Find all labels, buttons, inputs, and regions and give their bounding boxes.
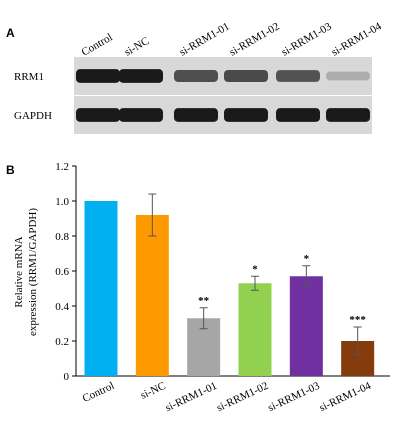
x-tick-label: si-RRM1-04 [317,380,373,415]
blot-band [224,69,268,83]
bar [135,215,169,376]
blot-band [174,70,218,82]
blot-band [276,108,320,122]
x-tick-label: si-RRM1-03 [266,380,322,415]
y-tick-label: 0.4 [55,301,69,313]
lane-labels: Control si-NC si-RRM1-01si-RRM1-02si-RRM1-… [80,20,385,58]
panel-b-label: B [6,163,15,177]
blot-row-label: RRM1 [14,71,44,83]
y-tick-label: 0.8 [55,231,69,243]
y-tick-label: 1.2 [55,161,69,173]
y-tick-label: 0.2 [55,336,69,348]
bar [238,283,272,376]
blot-band [76,69,120,83]
blot-band [224,108,268,122]
lane-label: si-RRM1-02 [228,20,282,58]
lane-label: si-RRM1-04 [330,20,385,58]
y-axis-label-line1: Relative mRNA [13,236,25,307]
significance-label: * [304,253,310,265]
blot-band [326,71,370,81]
blot-band [76,108,120,122]
bar [289,276,323,376]
blot-rows: RRM1 GAPDH [14,57,372,134]
blot-band [174,108,218,122]
x-tick-label: si-RRM1-01 [163,380,218,414]
x-tick-label: si-NC [139,380,168,402]
bar [84,201,118,376]
lane-label: Control [80,31,115,58]
y-tick-label: 0.6 [55,266,69,278]
blot-band [276,70,320,82]
y-axis-label-line2: expression (RRM1/GAPDH) [27,208,39,336]
blot-band [326,108,370,122]
x-tick-label: si-RRM1-02 [215,380,270,414]
blot-band [119,69,163,83]
y-tick-label: 1.0 [55,196,69,208]
significance-label: * [252,263,258,275]
panel-a-label: A [6,26,15,40]
lane-label: si-NC [123,35,152,59]
blot-row-label: GAPDH [14,110,52,122]
lane-label: si-RRM1-03 [280,20,335,58]
blot-band [119,108,163,122]
y-tick-label: 0 [64,371,70,383]
significance-label: *** [349,314,366,326]
significance-label: ** [198,295,210,307]
x-tick-label: Control [81,380,117,405]
lane-label: si-RRM1-01 [178,20,232,58]
